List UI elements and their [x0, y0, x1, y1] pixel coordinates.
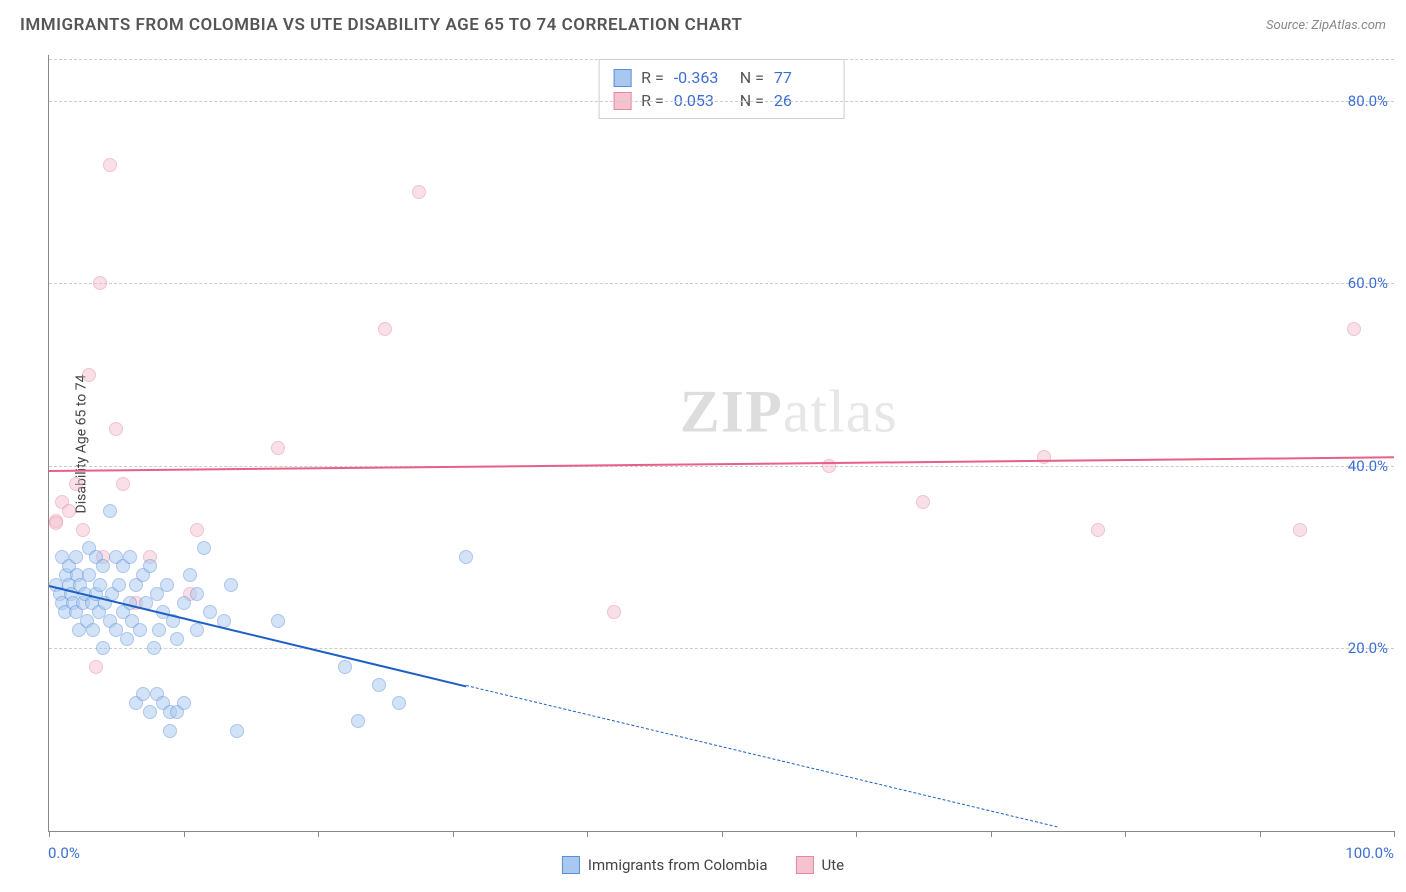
stat-r-value: -0.363 [674, 68, 730, 87]
stats-row: R = -0.363 N = 77 [613, 66, 830, 89]
source-attribution: Source: ZipAtlas.com [1266, 18, 1386, 33]
scatter-point-ute [76, 523, 90, 537]
x-tick-mark [184, 831, 185, 837]
legend-item: Immigrants from Colombia [562, 856, 768, 874]
scatter-point-colombia [459, 550, 473, 564]
scatter-point-colombia [392, 696, 406, 710]
gridline [49, 59, 1394, 60]
scatter-point-ute [271, 441, 285, 455]
y-tick-label: 40.0% [1348, 457, 1396, 475]
scatter-point-colombia [177, 596, 191, 610]
scatter-point-colombia [143, 705, 157, 719]
y-tick-label: 80.0% [1348, 92, 1396, 110]
scatter-point-ute [82, 368, 96, 382]
scatter-point-colombia [143, 559, 157, 573]
scatter-point-colombia [190, 623, 204, 637]
scatter-point-colombia [163, 724, 177, 738]
scatter-point-colombia [120, 632, 134, 646]
x-tick-mark [49, 831, 50, 837]
scatter-point-colombia [160, 578, 174, 592]
gridline [49, 648, 1394, 649]
scatter-point-ute [1293, 523, 1307, 537]
legend-item: Ute [795, 856, 844, 874]
legend-swatch [795, 856, 813, 874]
scatter-point-colombia [183, 568, 197, 582]
scatter-point-colombia [123, 550, 137, 564]
gridline [49, 466, 1394, 467]
scatter-point-colombia [190, 587, 204, 601]
series-legend: Immigrants from Colombia Ute [562, 856, 844, 874]
scatter-point-ute [378, 322, 392, 336]
x-tick-mark [722, 831, 723, 837]
scatter-point-ute [69, 477, 83, 491]
chart-header: IMMIGRANTS FROM COLOMBIA VS UTE DISABILI… [20, 15, 1386, 35]
scatter-point-colombia [203, 605, 217, 619]
scatter-point-colombia [230, 724, 244, 738]
scatter-point-colombia [170, 632, 184, 646]
x-axis-min-label: 0.0% [48, 844, 80, 862]
legend-swatch [562, 856, 580, 874]
scatter-point-colombia [133, 623, 147, 637]
scatter-plot: ZIPatlas R =-0.363N =77R =0.053N =26 20.… [48, 55, 1394, 832]
regression-line-colombia-extrapolated [466, 685, 1058, 827]
gridline [49, 101, 1394, 102]
stats-legend-box: R =-0.363N =77R =0.053N =26 [598, 59, 845, 119]
scatter-point-ute [1347, 322, 1361, 336]
scatter-point-colombia [147, 641, 161, 655]
x-tick-mark [453, 831, 454, 837]
legend-label: Immigrants from Colombia [588, 856, 768, 874]
regression-line-ute [49, 457, 1394, 473]
scatter-point-ute [89, 660, 103, 674]
watermark: ZIPatlas [680, 377, 898, 446]
scatter-point-colombia [271, 614, 285, 628]
scatter-point-ute [1091, 523, 1105, 537]
scatter-point-ute [109, 422, 123, 436]
x-tick-mark [587, 831, 588, 837]
scatter-point-colombia [96, 559, 110, 573]
scatter-point-ute [116, 477, 130, 491]
x-tick-mark [856, 831, 857, 837]
scatter-point-ute [93, 276, 107, 290]
scatter-point-colombia [338, 660, 352, 674]
scatter-point-colombia [103, 504, 117, 518]
scatter-point-ute [607, 605, 621, 619]
scatter-point-colombia [177, 696, 191, 710]
stat-n-label: N = [740, 68, 764, 87]
scatter-point-ute [916, 495, 930, 509]
scatter-point-colombia [86, 623, 100, 637]
scatter-point-colombia [112, 578, 126, 592]
x-tick-mark [1394, 831, 1395, 837]
scatter-point-ute [49, 516, 63, 530]
scatter-point-colombia [351, 714, 365, 728]
stat-n-value: 77 [774, 68, 830, 87]
x-tick-mark [1260, 831, 1261, 837]
scatter-point-colombia [372, 678, 386, 692]
stat-r-label: R = [641, 68, 664, 87]
scatter-point-colombia [69, 550, 83, 564]
scatter-point-colombia [224, 578, 238, 592]
scatter-point-colombia [96, 641, 110, 655]
x-axis-max-label: 100.0% [1345, 844, 1394, 862]
gridline [49, 283, 1394, 284]
legend-label: Ute [821, 856, 844, 874]
scatter-point-ute [822, 459, 836, 473]
scatter-point-ute [103, 158, 117, 172]
scatter-point-colombia [197, 541, 211, 555]
scatter-point-colombia [136, 687, 150, 701]
y-tick-label: 60.0% [1348, 274, 1396, 292]
x-tick-mark [991, 831, 992, 837]
scatter-point-ute [190, 523, 204, 537]
scatter-point-colombia [152, 623, 166, 637]
scatter-point-ute [62, 504, 76, 518]
y-tick-label: 20.0% [1348, 639, 1396, 657]
chart-title: IMMIGRANTS FROM COLOMBIA VS UTE DISABILI… [20, 15, 742, 35]
x-tick-mark [1125, 831, 1126, 837]
chart-area: Disability Age 65 to 74 ZIPatlas R =-0.3… [48, 55, 1394, 832]
scatter-point-ute [412, 185, 426, 199]
x-tick-mark [318, 831, 319, 837]
legend-swatch [613, 69, 631, 87]
